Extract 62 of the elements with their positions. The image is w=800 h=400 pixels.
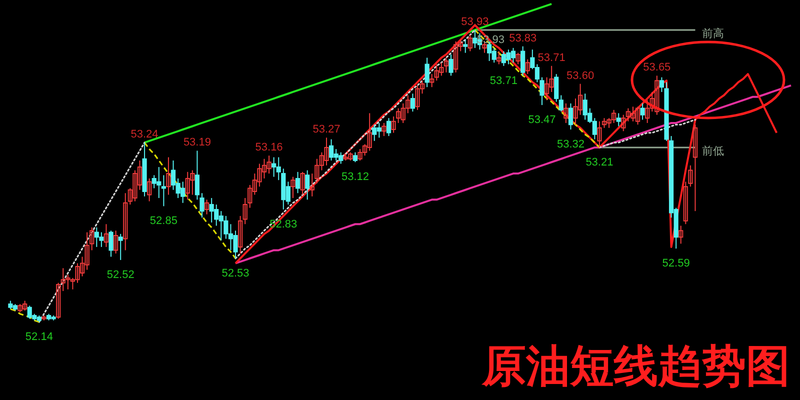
annotation: 53.16 [255, 142, 283, 154]
candlestick [295, 171, 300, 194]
annotation: 53.47 [528, 114, 556, 126]
candlestick [540, 76, 544, 106]
annotation: 52.14 [25, 331, 53, 343]
candlestick [678, 225, 684, 244]
annotation: 53.83 [509, 32, 537, 44]
candlestick [118, 233, 123, 261]
candlestick [468, 34, 472, 52]
candlestick [516, 52, 520, 65]
candlestick [290, 176, 296, 199]
candlestick [444, 57, 449, 73]
annotation: 52.59 [662, 258, 690, 270]
candlestick [692, 124, 698, 212]
candlestick [123, 192, 128, 251]
annotation: 52.53 [222, 267, 250, 280]
candlestick [305, 170, 310, 200]
annotation: 53.60 [566, 70, 594, 82]
annotation: 53.19 [183, 136, 211, 149]
candlestick [386, 118, 392, 137]
annotation: 53.65 [643, 62, 671, 74]
candlestick [90, 226, 94, 251]
ref-line-label: 前低 [702, 145, 724, 158]
candlestick [56, 282, 61, 320]
candlestick [463, 39, 468, 54]
candlestick [640, 102, 645, 120]
candlestick [238, 215, 243, 254]
candlestick [104, 224, 109, 248]
annotation: 53.93 [461, 16, 489, 28]
candlestick [688, 164, 693, 188]
candlestick [558, 94, 564, 112]
candlestick [520, 46, 526, 76]
candlestick [525, 58, 530, 75]
candlestick [108, 230, 114, 258]
candlestick [391, 116, 396, 134]
candlestick [448, 54, 454, 76]
candlestick [242, 198, 248, 225]
annotation: 52.52 [106, 269, 134, 282]
candlestick [310, 173, 314, 197]
candlestick [114, 230, 118, 254]
annotation: 53.71 [490, 74, 518, 87]
candlestick [554, 74, 559, 102]
candlestick [430, 74, 434, 88]
annotation: 53.24 [130, 128, 158, 141]
candlestick [300, 171, 305, 196]
candlestick [496, 50, 502, 65]
annotation: 52.85 [150, 215, 178, 228]
text: 原油短线趋势图 [481, 341, 790, 392]
annotation: 53.71 [538, 52, 566, 64]
candlestick [424, 57, 430, 88]
annotation: 53.32 [556, 138, 584, 151]
candlestick [683, 181, 688, 225]
annotation: 53.27 [312, 124, 340, 136]
candlestick [382, 122, 386, 137]
annotation: 53.12 [341, 171, 369, 184]
candlestick [410, 93, 415, 112]
candlestick [352, 152, 358, 163]
ref-line-label: 前高 [702, 27, 724, 40]
candlestick [564, 102, 568, 124]
candlestick [659, 76, 664, 92]
candlestick [568, 102, 574, 130]
annotation: 53.21 [586, 156, 614, 168]
